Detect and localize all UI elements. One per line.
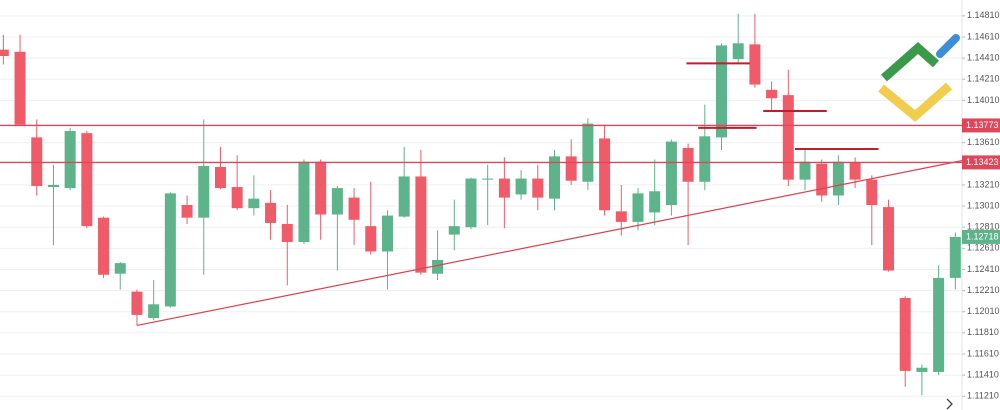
y-tick-label: 1.13210 — [967, 179, 1000, 189]
grid — [0, 15, 962, 397]
candle-body — [281, 224, 293, 242]
candle-body — [0, 49, 9, 57]
candle-body — [883, 207, 895, 271]
candle-body — [148, 304, 160, 319]
logo-blue — [936, 34, 960, 58]
candle-body — [415, 176, 427, 273]
y-tick-label: 1.11610 — [967, 348, 999, 358]
level-label-box — [962, 118, 1000, 133]
y-tick-label: 1.11210 — [967, 391, 999, 401]
candle-body — [64, 131, 76, 189]
y-tick-label: 1.11410 — [967, 370, 999, 380]
candle-body — [381, 215, 393, 252]
y-tick-label: 1.14010 — [967, 95, 1000, 105]
candle-body — [47, 184, 59, 188]
candle-body — [832, 161, 844, 196]
last-price-box — [962, 229, 1000, 244]
last-price-label: 1.12718 — [966, 231, 999, 241]
candle-body — [649, 191, 661, 213]
candle-body — [699, 136, 711, 182]
trendline — [136, 160, 963, 327]
candle-body — [866, 179, 878, 205]
candle-body — [298, 161, 310, 242]
y-tick-label: 1.14610 — [967, 31, 1000, 41]
candle-body — [432, 259, 444, 274]
candle-body — [498, 178, 510, 198]
candle-body — [949, 236, 961, 278]
candle-body — [565, 156, 577, 181]
candle-body — [665, 141, 677, 205]
candle-body — [248, 198, 260, 209]
candles — [0, 13, 963, 396]
candle-body — [515, 178, 527, 195]
candle-body — [398, 176, 410, 217]
candle-body — [632, 193, 644, 222]
level-label: 1.13773 — [966, 120, 999, 130]
logo-yellow — [878, 82, 952, 122]
y-tick-label: 1.14410 — [967, 52, 1000, 62]
candle-body — [465, 178, 477, 228]
candle-body — [532, 178, 544, 198]
candle-body — [766, 89, 778, 99]
candle-body — [916, 367, 928, 372]
candle-body — [81, 133, 93, 227]
candle-body — [331, 188, 343, 215]
candle-body — [782, 95, 794, 180]
candle-body — [732, 43, 744, 60]
y-tick-label: 1.12810 — [967, 222, 1000, 232]
candle-body — [716, 45, 727, 138]
candle-body — [548, 156, 560, 199]
y-tick-label: 1.12610 — [967, 243, 1000, 253]
candle-body — [98, 217, 110, 275]
y-tick-label: 1.12410 — [967, 264, 1000, 274]
candle-body — [164, 193, 176, 307]
candle-body — [482, 178, 494, 180]
candle-body — [899, 297, 911, 371]
candle-body — [315, 161, 327, 215]
candle-body — [933, 277, 945, 372]
candle-body — [214, 166, 226, 189]
y-tick-label: 1.12210 — [967, 285, 1000, 295]
candle-body — [181, 205, 193, 218]
logo-green — [881, 41, 939, 82]
candle-body — [615, 211, 627, 222]
candle-body — [114, 263, 126, 274]
y-tick-label: 1.11810 — [967, 327, 999, 337]
candle-body — [14, 51, 26, 125]
candle-body — [749, 44, 761, 85]
candle-body — [365, 226, 377, 252]
level-label: 1.13423 — [966, 157, 999, 167]
candle-body — [799, 161, 811, 180]
logo — [878, 34, 960, 122]
y-tick-label: 1.14210 — [967, 74, 1000, 84]
y-tick-label: 1.12010 — [967, 306, 1000, 316]
candle-body — [849, 162, 861, 180]
y-tick-label: 1.13610 — [967, 137, 1000, 147]
candle-body — [231, 187, 243, 209]
y-tick-label: 1.13010 — [967, 200, 1000, 210]
candle-body — [448, 226, 460, 235]
y-tick-label: 1.14810 — [967, 10, 1000, 20]
candle-body — [198, 165, 210, 218]
candle-body — [599, 138, 611, 211]
candle-body — [31, 137, 43, 186]
axis: 1.14810 1.14610 1.14410 1.14210 1.14010 1.136… — [962, 10, 1000, 401]
level-label-box — [962, 155, 1000, 170]
candle-body — [816, 163, 828, 196]
candle-body — [265, 202, 277, 223]
candle-body — [582, 123, 594, 182]
scroll-arrow[interactable] — [946, 398, 953, 410]
candle-body — [348, 197, 360, 220]
candle-body — [131, 291, 143, 315]
candle-body — [682, 147, 694, 182]
